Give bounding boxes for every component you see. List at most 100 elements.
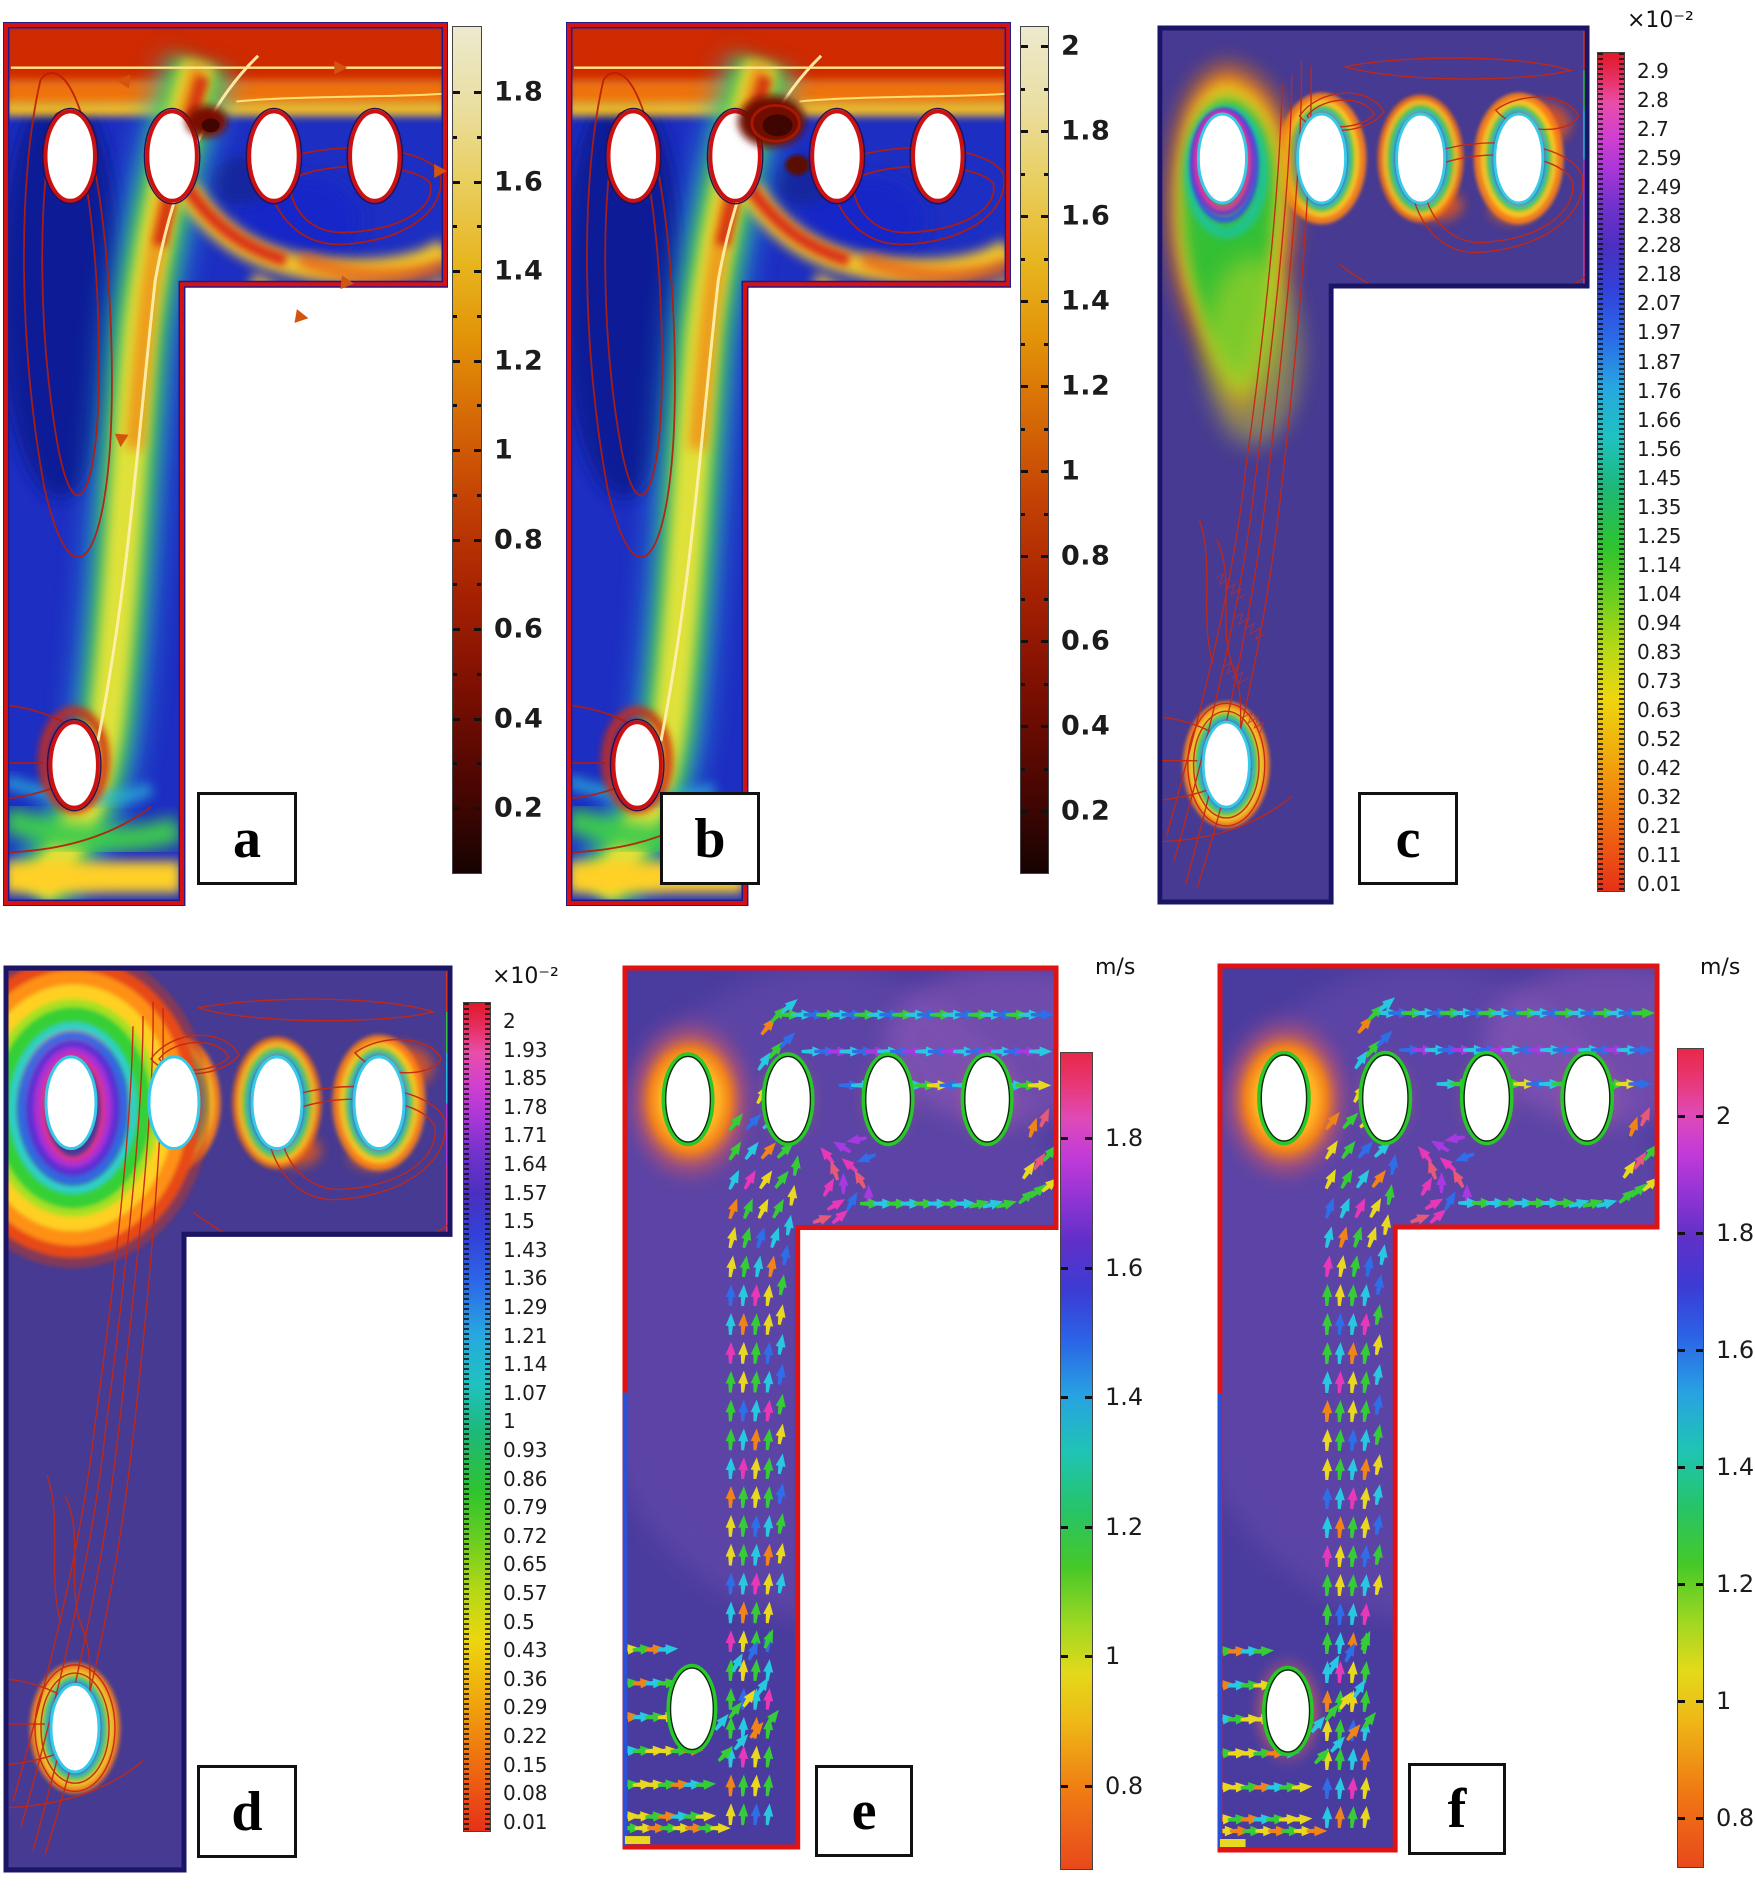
- panel-c-field: [1157, 25, 1590, 905]
- colorbar-tick-label: 0.36: [503, 1666, 548, 1691]
- colorbar-b: 2 1.8 1.6 1.4 1.2 1 0.8 0.6 0.4 0.2: [1020, 26, 1110, 874]
- colorbar-tick-label: 1.8: [1716, 1219, 1755, 1247]
- colorbar-tick-label: 1.07: [503, 1380, 548, 1405]
- colorbar-tick-label: 2.18: [1637, 262, 1682, 287]
- colorbar-tick-label: 0.29: [503, 1695, 548, 1720]
- streamline-arrowheads: [114, 60, 448, 448]
- vortex-a: [185, 105, 228, 138]
- colorbar-tick-label: 1.97: [1637, 320, 1682, 345]
- colorbar-tick-label: 1.25: [1637, 523, 1682, 548]
- colorbar-tick-label: 0.6: [1061, 625, 1111, 657]
- colorbar-f: 2 1.8 1.6 1.4 1.2 1 0.8: [1677, 1048, 1754, 1868]
- colorbar-tick-label: 2.59: [1637, 146, 1682, 171]
- colorbar-tick-label: 1: [1061, 455, 1081, 487]
- colorbar-tick-label: 1.56: [1637, 436, 1682, 461]
- colorbar-tick-label: 1.43: [503, 1237, 548, 1262]
- colorbar-tick-label: 0.83: [1637, 640, 1682, 664]
- colorbar-tick-label: 0.63: [1637, 698, 1682, 723]
- colorbar-d: 2 1.93 1.85 1.78 1.71 1.64 1.57 1.5 1.43 1.36 1.29…: [463, 1002, 548, 1834]
- colorbar-d-unit: ×10⁻²: [492, 964, 559, 989]
- colorbar-tick-label: 1.6: [1105, 1253, 1144, 1282]
- colorbar-tick-label: 1: [1105, 1642, 1121, 1670]
- colorbar-tick-label: 0.43: [503, 1638, 548, 1663]
- colorbar-tick-label: 2.28: [1637, 233, 1682, 258]
- colorbar-tick-label: 0.8: [1061, 540, 1111, 572]
- panel-d-field: [3, 965, 453, 1873]
- colorbar-tick-label: 1.36: [503, 1266, 548, 1291]
- colorbar-tick-label: 1.14: [1637, 552, 1682, 577]
- colorbar-tick-label: 0.52: [1637, 727, 1682, 752]
- colorbar-tick-label: 1.21: [503, 1323, 548, 1348]
- colorbar-tick-label: 0.2: [494, 792, 544, 824]
- panel-label-e: e: [815, 1765, 913, 1857]
- panel-label-a: a: [197, 792, 297, 885]
- colorbar-tick-label: 2.49: [1637, 175, 1682, 200]
- colorbar-tick-label: 0.65: [503, 1552, 548, 1577]
- colorbar-tick-label: 1.4: [1716, 1453, 1755, 1481]
- colorbar-tick-label: 1.8: [494, 76, 544, 108]
- colorbar-tick-label: 0.8: [1105, 1771, 1144, 1800]
- colorbar-tick-label: 1.35: [1637, 494, 1682, 519]
- colorbar-tick-label: 0.42: [1637, 756, 1682, 781]
- colorbar-tick-label: 0.93: [503, 1438, 548, 1462]
- colorbar-tick-label: 2: [503, 1009, 516, 1033]
- colorbar-e: 1.8 1.6 1.4 1.2 1 0.8: [1060, 1052, 1143, 1870]
- colorbar-tick-label: 0.86: [503, 1466, 548, 1491]
- vortex-b: [738, 95, 810, 175]
- colorbar-e-unit: m/s: [1095, 955, 1136, 980]
- colorbar-tick-label: 1.14: [503, 1352, 548, 1377]
- colorbar-tick-label: 1.2: [1716, 1570, 1755, 1598]
- colorbar-tick-label: 1.45: [1637, 465, 1682, 490]
- colorbar-tick-label: 0.8: [1716, 1804, 1755, 1832]
- colorbar-tick-label: 1.87: [1637, 349, 1682, 374]
- colorbar-tick-label: 1.64: [503, 1152, 548, 1176]
- colorbar-tick-label: 2: [1061, 30, 1081, 62]
- colorbar-tick-label: 0.94: [1637, 610, 1682, 635]
- colorbar-tick-label: 1.93: [503, 1037, 548, 1062]
- panel-label-c: c: [1358, 792, 1458, 885]
- colorbar-tick-label: 1: [1716, 1687, 1732, 1715]
- colorbar-tick-label: 1.2: [494, 345, 544, 376]
- colorbar-tick-label: 0.11: [1637, 843, 1682, 868]
- colorbar-tick-label: 0.4: [494, 703, 544, 734]
- colorbar-tick-label: 0.79: [503, 1495, 548, 1520]
- panel-f-field: [1217, 963, 1660, 1853]
- colorbar-tick-label: 0.72: [503, 1523, 548, 1548]
- colorbar-tick-label: 0.08: [503, 1781, 548, 1806]
- colorbar-tick-label: 2.07: [1637, 291, 1682, 316]
- colorbar-tick-label: 0.01: [503, 1809, 548, 1834]
- colorbar-tick-label: 0.2: [1061, 795, 1111, 827]
- panel-e-field: [622, 965, 1059, 1850]
- colorbar-tick-label: 2.9: [1637, 59, 1669, 83]
- colorbar-tick-label: 1.5: [503, 1209, 535, 1234]
- colorbar-c-unit: ×10⁻²: [1627, 8, 1694, 33]
- colorbar-tick-label: 0.8: [494, 524, 544, 555]
- panel-label-f: f: [1408, 1763, 1506, 1855]
- colorbar-tick-label: 0.01: [1637, 872, 1682, 897]
- colorbar-tick-label: 2.8: [1637, 88, 1669, 113]
- panel-a-field: [3, 22, 448, 906]
- colorbar-tick-label: 0.22: [503, 1724, 548, 1748]
- colorbar-tick-label: 1: [503, 1409, 516, 1434]
- colorbar-tick-label: 1.4: [1061, 285, 1111, 317]
- colorbar-a: 1.8 1.6 1.4 1.2 1 0.8 0.6 0.4 0.2: [452, 26, 543, 874]
- colorbar-tick-label: 1.6: [494, 166, 544, 197]
- colorbar-tick-label: 1.85: [503, 1066, 548, 1091]
- colorbar-tick-label: 2: [1716, 1102, 1732, 1130]
- colorbar-tick-label: 1.8: [1105, 1124, 1144, 1152]
- colorbar-tick-label: 1.04: [1637, 581, 1682, 606]
- colorbar-tick-label: 1.76: [1637, 378, 1682, 403]
- colorbar-tick-label: 0.73: [1637, 669, 1682, 694]
- colorbar-tick-label: 1.8: [1061, 115, 1111, 147]
- colorbar-tick-label: 1.29: [503, 1295, 548, 1319]
- panel-label-b: b: [660, 792, 760, 885]
- colorbar-tick-label: 1.66: [1637, 407, 1682, 432]
- colorbar-tick-label: 1.2: [1105, 1512, 1144, 1541]
- colorbar-tick-label: 0.5: [503, 1609, 535, 1634]
- colorbar-tick-label: 2.38: [1637, 204, 1682, 229]
- colorbar-f-unit: m/s: [1700, 955, 1741, 980]
- colorbar-c: 2.9 2.8 2.7 2.59 2.49 2.38 2.28 2.18 2.07 1.97 1.8…: [1597, 52, 1682, 896]
- colorbar-tick-label: 1.4: [1105, 1383, 1144, 1411]
- colorbar-tick-label: 0.15: [503, 1752, 548, 1777]
